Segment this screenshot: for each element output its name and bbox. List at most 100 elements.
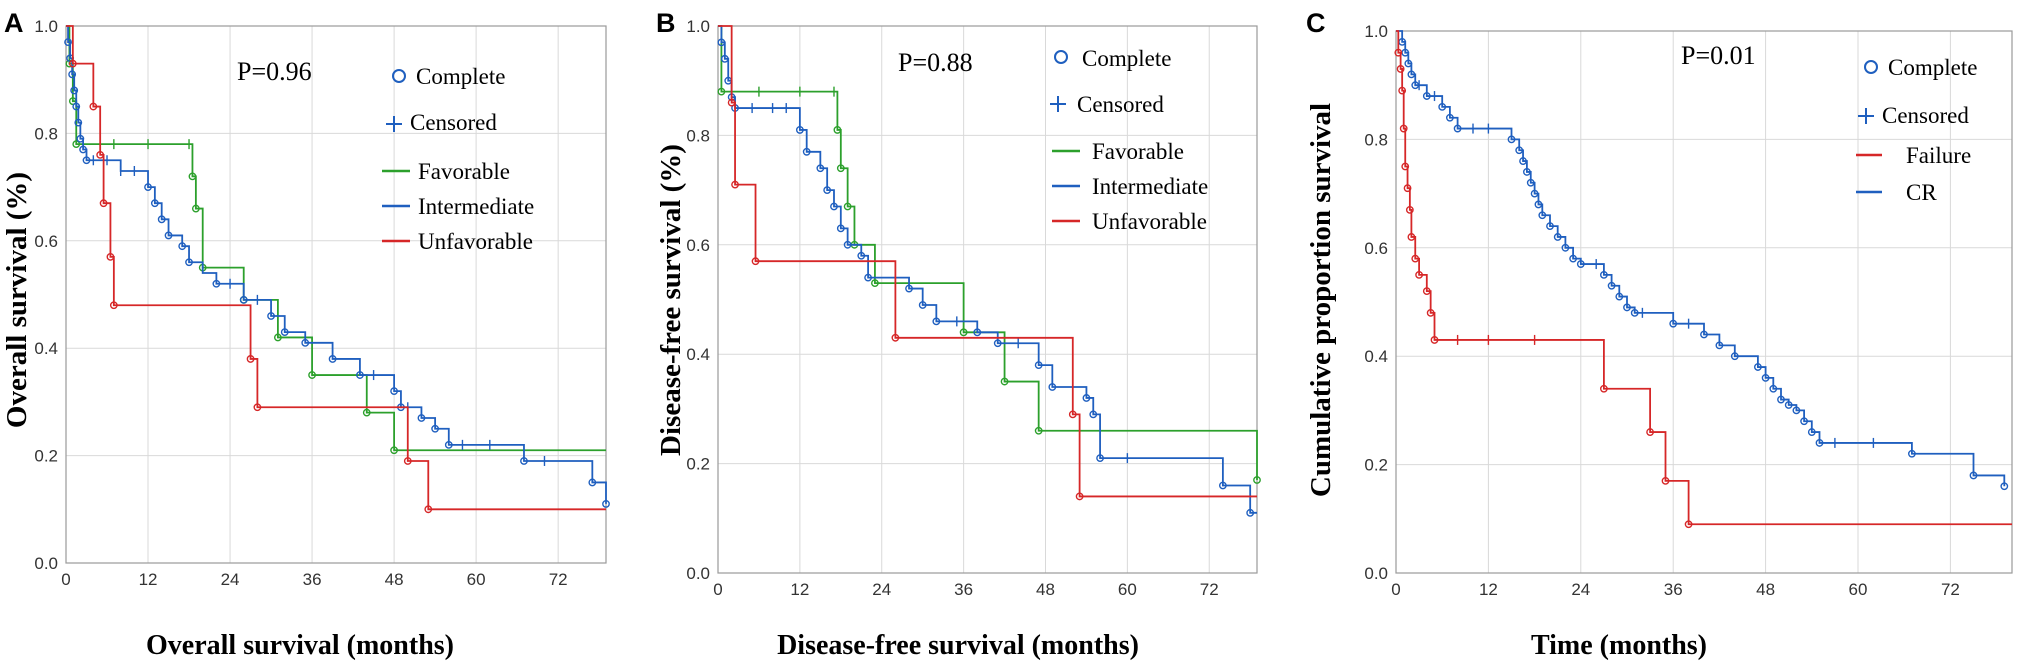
panel-b-legend-intermediate: Intermediate xyxy=(1092,174,1208,199)
panel-a-x-tick-label: 0 xyxy=(61,570,70,589)
complete-event-marker xyxy=(751,257,760,266)
complete-event-marker xyxy=(164,231,173,240)
complete-event-marker xyxy=(1398,86,1407,95)
complete-event-marker xyxy=(717,38,726,47)
panel-c-y-tick-label: 0.4 xyxy=(1364,347,1388,366)
panel-c-y-tick-label: 0.8 xyxy=(1364,130,1388,149)
complete-event-marker xyxy=(2000,482,2009,491)
complete-event-marker xyxy=(157,215,166,224)
panel-c-series-failure xyxy=(1394,30,2012,529)
complete-event-marker xyxy=(390,387,399,396)
complete-event-marker xyxy=(520,457,528,465)
complete-event-marker xyxy=(1523,168,1531,176)
complete-event-marker xyxy=(1411,254,1420,263)
panel-c-x-tick-label: 48 xyxy=(1756,580,1775,599)
complete-event-marker xyxy=(1526,178,1535,187)
complete-event-marker xyxy=(96,150,105,159)
complete-event-marker xyxy=(1405,205,1414,214)
complete-event-marker xyxy=(1068,410,1077,419)
complete-event-marker xyxy=(1538,211,1547,220)
complete-event-marker xyxy=(959,328,968,337)
complete-event-marker xyxy=(1700,330,1708,339)
panel-c-series-cr xyxy=(1396,30,2009,491)
complete-event-marker xyxy=(1048,383,1057,391)
complete-event-marker xyxy=(1576,260,1585,268)
panel-c-plot-area: 0 12 24 36 48 60 72 0.0 0.2 0.4 0.6 0.8 1.0 xyxy=(1364,22,2013,599)
complete-event-marker xyxy=(1623,303,1631,312)
complete-event-marker xyxy=(1546,222,1554,231)
complete-event-marker xyxy=(1754,363,1762,371)
complete-marker-icon xyxy=(1054,50,1068,64)
panel-b-legend: Complete Censored Favorable Intermediate… xyxy=(1050,46,1208,234)
survival-curve-unfavorable xyxy=(718,25,1257,498)
complete-event-marker xyxy=(891,333,900,342)
panel-b-y-tick-label: 1.0 xyxy=(686,17,710,36)
panel-a-legend: Complete Censored Favorable Intermediate… xyxy=(382,64,534,254)
panel-c-p-value: P=0.01 xyxy=(1681,41,1756,70)
complete-event-marker xyxy=(150,199,159,208)
complete-event-marker xyxy=(1730,352,1739,361)
panel-a-y-axis-label: Overall survival (%) xyxy=(1,172,33,428)
complete-event-marker xyxy=(836,164,845,173)
complete-event-marker xyxy=(1407,233,1416,241)
panel-b-x-tick-label: 60 xyxy=(1118,580,1137,599)
panel-b-y-tick-label: 0.8 xyxy=(686,126,710,145)
complete-event-marker xyxy=(1807,428,1816,436)
panel-a-y-tick-label: 1.0 xyxy=(34,17,58,36)
panel-b-series-unfavorable xyxy=(718,25,1257,501)
panel-a-legend-intermediate: Intermediate xyxy=(418,194,534,219)
censored-marker-icon xyxy=(1050,96,1066,112)
panel-b-y-tick-label: 0.6 xyxy=(686,236,710,255)
panel-c-legend-complete: Complete xyxy=(1888,55,1977,80)
panel-b-legend-favorable: Favorable xyxy=(1092,139,1184,164)
complete-event-marker xyxy=(328,355,337,363)
complete-event-marker xyxy=(99,199,108,208)
panel-a-legend-unfavorable: Unfavorable xyxy=(418,229,533,254)
complete-event-marker xyxy=(905,284,913,293)
complete-event-marker xyxy=(1519,157,1527,165)
complete-event-marker xyxy=(1561,243,1570,252)
complete-event-marker xyxy=(1253,476,1261,484)
complete-event-marker xyxy=(1715,341,1724,350)
complete-event-marker xyxy=(1453,124,1462,133)
complete-event-marker xyxy=(188,172,197,181)
complete-event-marker xyxy=(830,202,838,211)
complete-event-marker xyxy=(932,317,941,326)
panel-b-series-favorable xyxy=(717,25,1261,484)
survival-curve-intermediate xyxy=(66,25,607,504)
panel-a-y-tick-label: 0.2 xyxy=(34,447,58,466)
panel-c-y-tick-label: 0.2 xyxy=(1364,456,1388,475)
complete-event-marker xyxy=(106,253,115,261)
panel-a-legend-favorable: Favorable xyxy=(418,159,510,184)
panel-c-axes-frame xyxy=(1395,30,2013,574)
panel-b-legend-unfavorable: Unfavorable xyxy=(1092,209,1207,234)
complete-event-marker xyxy=(871,279,879,287)
complete-event-marker xyxy=(1430,336,1439,344)
complete-event-marker xyxy=(308,371,316,379)
complete-event-marker xyxy=(267,312,275,320)
panel-c-x-tick-label: 60 xyxy=(1849,580,1868,599)
panel-b-x-axis-label: Disease-free survival (months) xyxy=(777,630,1139,661)
complete-event-marker xyxy=(424,505,433,514)
complete-event-marker xyxy=(1396,65,1405,73)
complete-event-marker xyxy=(1769,384,1778,393)
complete-event-marker xyxy=(1569,254,1578,263)
complete-event-marker xyxy=(144,183,152,192)
complete-event-marker xyxy=(79,145,87,154)
complete-event-marker xyxy=(1600,270,1608,279)
complete-event-marker xyxy=(823,186,832,195)
panel-b-x-tick-label: 0 xyxy=(713,580,722,599)
complete-event-marker xyxy=(802,147,811,156)
panel-b-x-tick-label: 36 xyxy=(954,580,973,599)
censored-marker-icon xyxy=(386,116,402,132)
panel-a-p-value: P=0.96 xyxy=(237,57,312,86)
complete-event-marker xyxy=(1530,189,1539,198)
complete-event-marker xyxy=(301,338,310,347)
complete-event-marker xyxy=(1403,184,1412,193)
panel-a: 0 12 24 36 48 60 72 0.0 0.2 0.4 0.6 0.8 1.0 A Overal… xyxy=(1,8,610,661)
complete-event-marker xyxy=(1669,319,1678,328)
survival-curve-unfavorable xyxy=(66,25,606,511)
complete-event-marker xyxy=(1684,520,1693,529)
complete-event-marker xyxy=(1969,471,1978,480)
complete-event-marker xyxy=(1815,439,1824,447)
